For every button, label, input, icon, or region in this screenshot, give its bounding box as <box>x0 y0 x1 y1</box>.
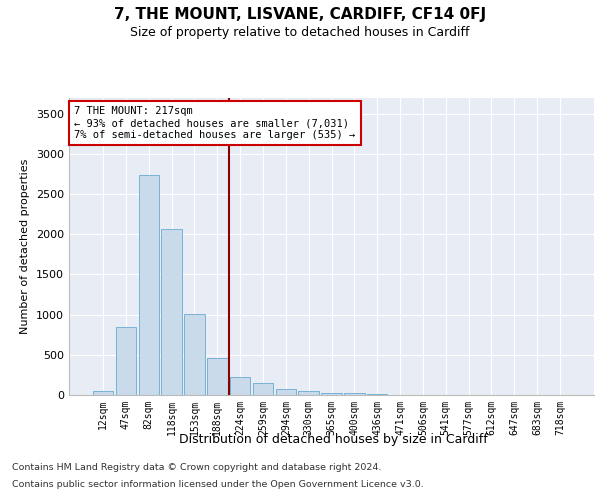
Bar <box>116 326 136 395</box>
Bar <box>344 394 365 395</box>
Bar <box>230 377 250 395</box>
Y-axis label: Number of detached properties: Number of detached properties <box>20 158 31 334</box>
Bar <box>139 176 159 395</box>
Text: 7 THE MOUNT: 217sqm
← 93% of detached houses are smaller (7,031)
7% of semi-deta: 7 THE MOUNT: 217sqm ← 93% of detached ho… <box>74 106 355 140</box>
Text: Contains public sector information licensed under the Open Government Licence v3: Contains public sector information licen… <box>12 480 424 489</box>
Bar <box>275 390 296 395</box>
Text: Contains HM Land Registry data © Crown copyright and database right 2024.: Contains HM Land Registry data © Crown c… <box>12 464 382 472</box>
Bar <box>367 394 388 395</box>
Bar <box>253 384 273 395</box>
Bar <box>184 314 205 395</box>
Text: 7, THE MOUNT, LISVANE, CARDIFF, CF14 0FJ: 7, THE MOUNT, LISVANE, CARDIFF, CF14 0FJ <box>114 8 486 22</box>
Bar <box>93 390 113 395</box>
Bar <box>298 390 319 395</box>
Text: Distribution of detached houses by size in Cardiff: Distribution of detached houses by size … <box>179 432 487 446</box>
Bar <box>161 228 182 395</box>
Text: Size of property relative to detached houses in Cardiff: Size of property relative to detached ho… <box>130 26 470 39</box>
Bar <box>321 392 342 395</box>
Bar <box>207 358 227 395</box>
